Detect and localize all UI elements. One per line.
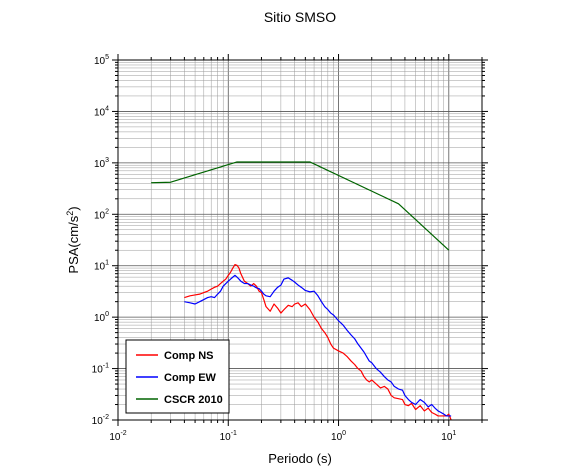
x-tick-label: 101 (441, 430, 456, 443)
y-tick-label-exponent: 5 (105, 54, 109, 61)
grid (117, 59, 483, 421)
y-tick-label-base: 10 (92, 365, 104, 376)
x-tick-label-exponent: 0 (342, 430, 346, 437)
y-tick-label: 104 (94, 105, 109, 118)
y-tick-label-exponent: 4 (105, 105, 109, 112)
legend: Comp NS Comp EW CSCR 2010 (125, 339, 230, 414)
series-line-comp-ns (184, 264, 452, 421)
y-axis-label-base: PSA(cm/s (66, 215, 81, 273)
y-tick-label: 101 (94, 260, 109, 273)
y-tick-label-base: 10 (94, 210, 106, 221)
x-tick-label-base: 10 (441, 432, 453, 443)
x-tick-label: 10-2 (109, 430, 126, 443)
y-tick-label: 102 (94, 208, 109, 221)
x-tick-label: 100 (331, 430, 346, 443)
y-tick-label-base: 10 (94, 262, 106, 273)
chart-title: Sitio SMSO (264, 9, 336, 25)
legend-label-comp-ns: Comp NS (164, 350, 214, 362)
y-axis-label-superscript: 2 (65, 211, 75, 216)
y-tick-label: 100 (94, 311, 109, 324)
y-tick-label-base: 10 (94, 159, 106, 170)
y-tick-label: 10-1 (92, 363, 109, 376)
x-tick-label: 10-1 (220, 430, 237, 443)
x-axis-label: Periodo (s) (268, 451, 332, 466)
y-tick-label: 105 (94, 54, 109, 67)
y-tick-label-exponent: 3 (105, 157, 109, 164)
y-tick-label-exponent: 0 (105, 311, 109, 318)
y-tick-label: 103 (94, 157, 109, 170)
legend-label-cscr-2010: CSCR 2010 (164, 394, 223, 406)
x-tick-label-base: 10 (220, 432, 232, 443)
x-tick-label-exponent: -1 (231, 430, 237, 437)
x-tick-label-exponent: -2 (120, 430, 126, 437)
y-tick-label-base: 10 (94, 56, 106, 67)
y-tick-label: 10-2 (92, 414, 109, 427)
y-tick-label-exponent: 1 (105, 260, 109, 267)
y-tick-label-exponent: -2 (103, 414, 109, 421)
plot-frame (117, 59, 483, 421)
y-axis-label-tail: ) (66, 206, 81, 210)
legend-label-comp-ew: Comp EW (164, 372, 217, 384)
series-line-comp-ew (184, 274, 452, 417)
x-tick-label-exponent: 1 (452, 430, 456, 437)
y-tick-label-base: 10 (94, 313, 106, 324)
x-tick-label-base: 10 (109, 432, 121, 443)
y-axis-label: PSA(cm/s2) (65, 206, 81, 273)
series-line-cscr-2010 (151, 161, 450, 251)
series-layer (151, 161, 452, 421)
x-tick-label-base: 10 (331, 432, 343, 443)
y-tick-label-exponent: -1 (103, 363, 109, 370)
y-tick-label-base: 10 (94, 107, 106, 118)
y-tick-label-base: 10 (92, 416, 104, 427)
y-tick-label-exponent: 2 (105, 208, 109, 215)
